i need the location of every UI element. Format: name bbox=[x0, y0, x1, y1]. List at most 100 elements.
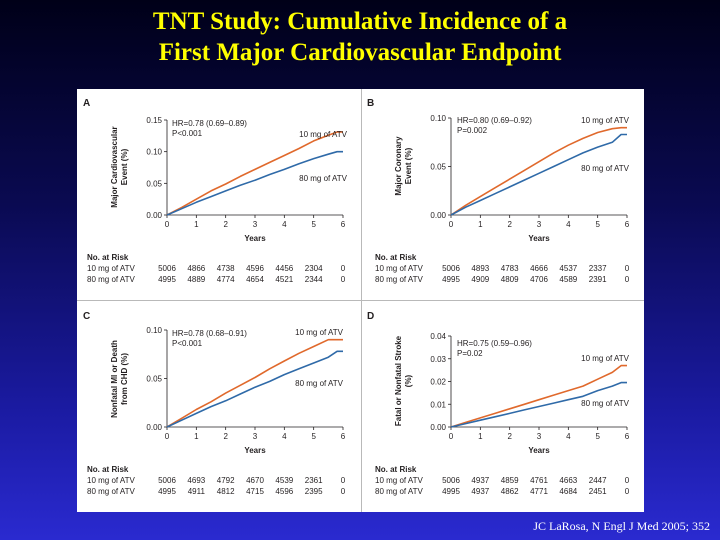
y-tick-label: 0.05 bbox=[146, 375, 162, 384]
risk-table-cell: 4706 bbox=[530, 275, 548, 284]
x-tick-label: 1 bbox=[194, 220, 199, 229]
risk-table-cell: 4663 bbox=[559, 476, 577, 485]
risk-table-cell: 4774 bbox=[217, 275, 235, 284]
series-line-80mg bbox=[166, 350, 343, 428]
series-label-80mg: 80 mg of ATV bbox=[299, 174, 348, 183]
risk-table-heading: No. at Risk bbox=[375, 465, 417, 474]
risk-table-cell: 4995 bbox=[442, 275, 460, 284]
x-tick-label: 3 bbox=[537, 432, 542, 441]
x-tick-label: 2 bbox=[507, 220, 512, 229]
risk-table-cell: 0 bbox=[341, 264, 346, 273]
risk-table-cell: 5006 bbox=[158, 264, 176, 273]
p-value-text: P=0.002 bbox=[457, 126, 488, 135]
p-value-text: P<0.001 bbox=[172, 129, 203, 138]
series-label-80mg: 80 mg of ATV bbox=[581, 399, 630, 408]
risk-table-row-label: 10 mg of ATV bbox=[87, 476, 136, 485]
risk-table-row-label: 10 mg of ATV bbox=[375, 476, 424, 485]
y-tick-label: 0.10 bbox=[146, 148, 162, 157]
risk-table-cell: 4761 bbox=[530, 476, 548, 485]
y-tick-label: 0.04 bbox=[430, 332, 446, 341]
series-line-10mg bbox=[450, 126, 627, 216]
chart-panel-a: A 0.00 0.05 0.10 0.15 0 1 2 3 4 5 6 Years Major Cardi… bbox=[83, 98, 348, 284]
risk-table-cell: 4909 bbox=[471, 275, 489, 284]
risk-table-cell: 2451 bbox=[589, 487, 607, 496]
risk-table-cell: 0 bbox=[341, 275, 346, 284]
risk-table-cell: 0 bbox=[625, 275, 630, 284]
y-axis-label-line: (%) bbox=[404, 374, 413, 387]
y-tick-label: 0.00 bbox=[430, 211, 446, 220]
risk-table-cell: 4995 bbox=[158, 487, 176, 496]
risk-table-row-label: 80 mg of ATV bbox=[87, 487, 136, 496]
series-label-80mg: 80 mg of ATV bbox=[581, 164, 630, 173]
risk-table-cell: 4771 bbox=[530, 487, 548, 496]
x-tick-label: 0 bbox=[165, 220, 170, 229]
risk-table-heading: No. at Risk bbox=[375, 253, 417, 262]
series-line-80mg bbox=[450, 133, 627, 216]
y-axis-label-line: Major Coronary bbox=[394, 136, 403, 196]
y-tick-label: 0.01 bbox=[430, 400, 446, 409]
risk-table-cell: 2391 bbox=[589, 275, 607, 284]
x-tick-label: 6 bbox=[341, 432, 346, 441]
risk-table-cell: 4596 bbox=[275, 487, 293, 496]
y-axis-label: Major CardiovascularEvent (%) bbox=[110, 126, 129, 207]
risk-table-cell: 4893 bbox=[471, 264, 489, 273]
x-tick-label: 5 bbox=[595, 432, 600, 441]
hazard-ratio-text: HR=0.78 (0.69–0.89) bbox=[172, 119, 247, 128]
y-axis-label-line: Fatal or Nonfatal Stroke bbox=[394, 335, 403, 426]
y-axis-label: Major CoronaryEvent (%) bbox=[394, 136, 413, 196]
y-tick-label: 0.00 bbox=[146, 211, 162, 220]
panel-letter: D bbox=[367, 311, 374, 322]
risk-table-cell: 4589 bbox=[559, 275, 577, 284]
risk-table-cell: 4693 bbox=[187, 476, 205, 485]
series-label-10mg: 10 mg of ATV bbox=[581, 354, 630, 363]
risk-table-cell: 0 bbox=[625, 476, 630, 485]
risk-table-heading: No. at Risk bbox=[87, 465, 129, 474]
x-axis-label: Years bbox=[528, 234, 550, 243]
y-axis-label-line: Nonfatal MI or Death bbox=[110, 340, 119, 418]
x-tick-label: 3 bbox=[253, 432, 258, 441]
risk-table-cell: 4812 bbox=[217, 487, 235, 496]
risk-table-cell: 4937 bbox=[471, 476, 489, 485]
x-tick-label: 4 bbox=[566, 220, 571, 229]
risk-table-cell: 4995 bbox=[158, 275, 176, 284]
risk-table-cell: 4783 bbox=[501, 264, 519, 273]
y-axis-label-line: from CHD (%) bbox=[120, 353, 129, 405]
y-axis-label: Fatal or Nonfatal Stroke(%) bbox=[394, 335, 413, 426]
risk-table-cell: 4684 bbox=[559, 487, 577, 496]
citation: JC LaRosa, N Engl J Med 2005; 352 bbox=[533, 519, 710, 533]
x-tick-label: 0 bbox=[449, 432, 454, 441]
risk-table-cell: 4995 bbox=[442, 487, 460, 496]
x-tick-label: 3 bbox=[537, 220, 542, 229]
risk-table-cell: 4521 bbox=[275, 275, 293, 284]
y-tick-label: 0.05 bbox=[430, 163, 446, 172]
risk-table-cell: 2361 bbox=[305, 476, 323, 485]
x-tick-label: 1 bbox=[478, 220, 483, 229]
x-tick-label: 5 bbox=[595, 220, 600, 229]
risk-table-cell: 4715 bbox=[246, 487, 264, 496]
risk-table-cell: 0 bbox=[341, 487, 346, 496]
risk-table-cell: 4539 bbox=[275, 476, 293, 485]
risk-table-cell: 0 bbox=[341, 476, 346, 485]
risk-table-cell: 0 bbox=[625, 487, 630, 496]
figure-panel: A 0.00 0.05 0.10 0.15 0 1 2 3 4 5 6 Years Major Cardi… bbox=[77, 89, 644, 512]
risk-table-cell: 5006 bbox=[442, 476, 460, 485]
x-tick-label: 2 bbox=[223, 432, 228, 441]
y-tick-label: 0.10 bbox=[146, 326, 162, 335]
risk-table-cell: 2304 bbox=[305, 264, 323, 273]
y-tick-label: 0.00 bbox=[146, 423, 162, 432]
x-axis-label: Years bbox=[244, 234, 266, 243]
series-line-10mg bbox=[450, 364, 627, 428]
risk-table-row-label: 10 mg of ATV bbox=[87, 264, 136, 273]
risk-table-cell: 4866 bbox=[187, 264, 205, 273]
risk-table-cell: 4596 bbox=[246, 264, 264, 273]
risk-table-cell: 4911 bbox=[188, 487, 206, 496]
series-label-10mg: 10 mg of ATV bbox=[299, 130, 348, 139]
series-line-80mg bbox=[166, 150, 343, 216]
risk-table-row-label: 10 mg of ATV bbox=[375, 264, 424, 273]
risk-table-cell: 2447 bbox=[589, 476, 607, 485]
y-axis-label-line: Major Cardiovascular bbox=[110, 126, 119, 207]
risk-table-cell: 2395 bbox=[305, 487, 323, 496]
x-tick-label: 4 bbox=[282, 220, 287, 229]
hazard-ratio-text: HR=0.78 (0.68–0.91) bbox=[172, 329, 247, 338]
figure-svg: A 0.00 0.05 0.10 0.15 0 1 2 3 4 5 6 Years Major Cardi… bbox=[77, 89, 644, 512]
